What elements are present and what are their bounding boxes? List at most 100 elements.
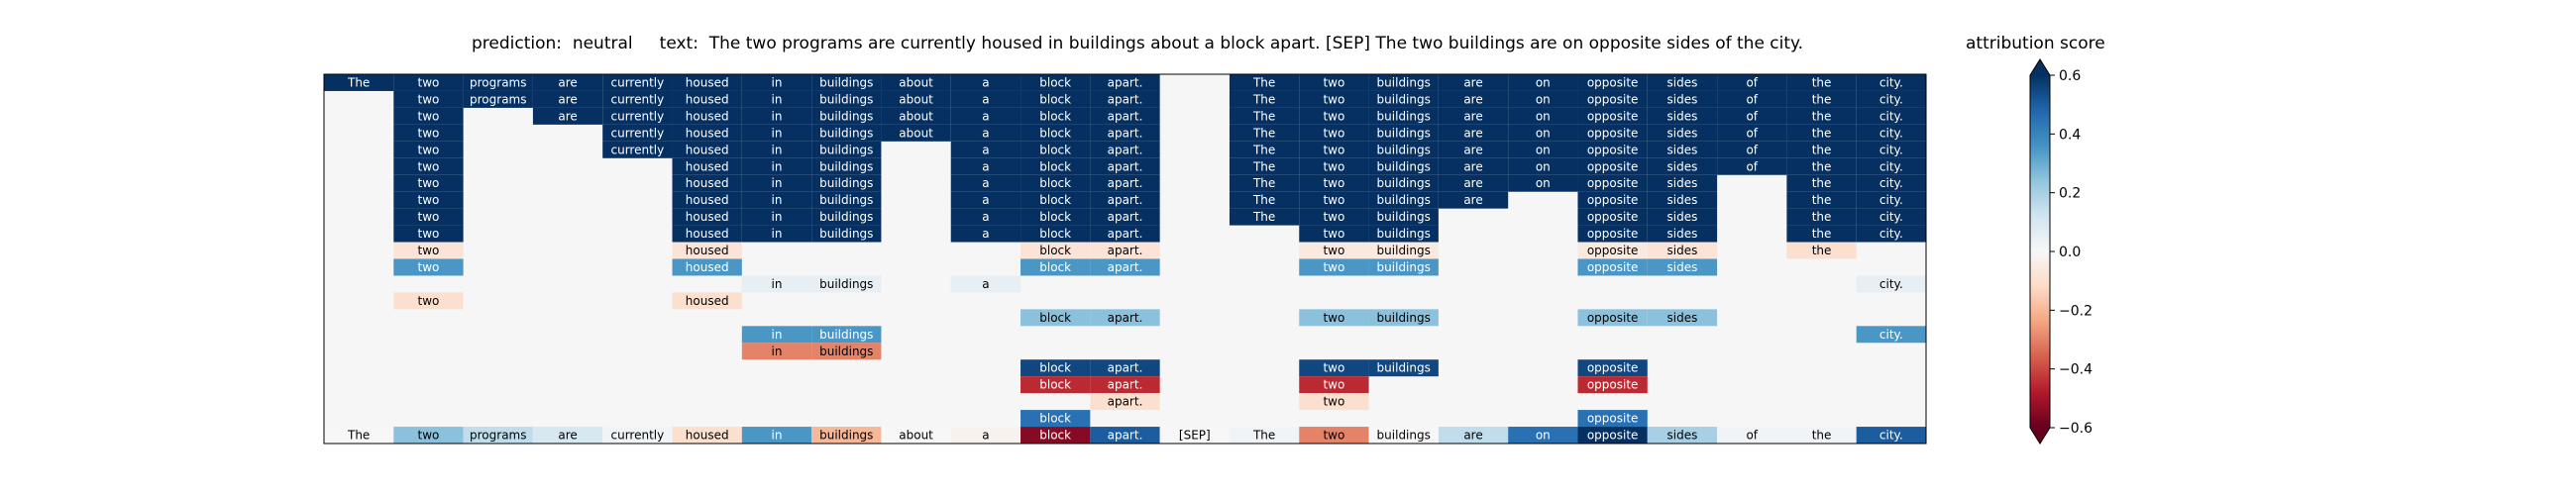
cell-token-label: in <box>772 193 783 207</box>
cell-token-label: apart. <box>1108 109 1143 123</box>
heatmap-cell <box>950 275 1021 293</box>
cell-token-label: two <box>1323 244 1344 257</box>
heatmap-cell <box>1020 309 1091 327</box>
heatmap-cell <box>672 242 742 259</box>
heatmap-cell <box>672 157 742 175</box>
cell-token-label: buildings <box>1377 260 1431 274</box>
heatmap-cell <box>1090 90 1160 108</box>
cell-token-label: two <box>1323 75 1344 89</box>
heatmap-cell <box>1020 90 1091 108</box>
heatmap-cell <box>1577 258 1648 276</box>
heatmap-cell <box>1229 174 1300 192</box>
cell-token-label: buildings <box>1377 109 1431 123</box>
heatmap-cell <box>393 191 464 209</box>
cell-token-label: city. <box>1879 143 1903 156</box>
cell-token-label: two <box>418 126 440 140</box>
cell-token-label: apart. <box>1108 75 1143 89</box>
heatmap-cell <box>393 225 464 243</box>
cell-token-label: opposite <box>1587 244 1639 257</box>
cell-token-label: on <box>1536 126 1551 140</box>
cell-token-label: [SEP] <box>1179 429 1211 443</box>
cell-token-label: The <box>1252 159 1275 173</box>
cell-token-label: in <box>772 159 783 173</box>
heatmap-cell <box>1229 74 1300 91</box>
cell-token-label: city. <box>1879 328 1903 342</box>
colorbar-title: attribution score <box>1966 34 2105 53</box>
heatmap-cell <box>602 427 673 444</box>
cell-token-label: block <box>1039 75 1071 89</box>
cell-token-label: opposite <box>1587 429 1639 443</box>
cell-token-label: buildings <box>1377 311 1431 325</box>
heatmap-cell <box>602 90 673 108</box>
cell-token-label: housed <box>686 176 729 190</box>
heatmap-cell <box>1368 427 1439 444</box>
heatmap-cell <box>1508 90 1578 108</box>
cell-token-label: sides <box>1667 429 1698 443</box>
cell-token-label: two <box>1323 159 1344 173</box>
cell-token-label: two <box>1323 260 1344 274</box>
cell-token-label: two <box>418 260 440 274</box>
heatmap-cell <box>1020 157 1091 175</box>
cell-token-label: buildings <box>819 109 873 123</box>
cell-token-label: the <box>1812 429 1832 443</box>
cell-token-label: two <box>1323 176 1344 190</box>
heatmap-cell <box>1368 258 1439 276</box>
heatmap-cell <box>1438 157 1509 175</box>
colorbar-tick-label: −0.4 <box>2059 362 2093 378</box>
heatmap-cell <box>1438 141 1509 158</box>
heatmap-cell <box>1090 157 1160 175</box>
cell-token-label: in <box>772 126 783 140</box>
heatmap-cell <box>950 427 1021 444</box>
heatmap-cell <box>811 208 882 226</box>
cell-token-label: apart. <box>1108 429 1143 443</box>
cell-token-label: housed <box>686 159 729 173</box>
heatmap-cell <box>1229 124 1300 142</box>
cell-token-label: the <box>1812 143 1832 156</box>
cell-token-label: apart. <box>1108 176 1143 190</box>
heatmap-cell <box>1368 174 1439 192</box>
cell-token-label: buildings <box>1377 126 1431 140</box>
heatmap-cell <box>1577 191 1648 209</box>
heatmap-cell <box>1856 124 1926 142</box>
cell-token-label: opposite <box>1587 176 1639 190</box>
cell-token-label: buildings <box>1377 176 1431 190</box>
cell-token-label: city. <box>1879 210 1903 224</box>
cell-token-label: buildings <box>819 210 873 224</box>
cell-token-label: two <box>418 143 440 156</box>
cell-token-label: two <box>418 294 440 308</box>
heatmap-cell <box>1020 208 1091 226</box>
cell-token-label: in <box>772 328 783 342</box>
heatmap-cell <box>1020 242 1091 259</box>
heatmap-cell <box>1647 427 1718 444</box>
heatmap-cell <box>1856 90 1926 108</box>
cell-token-label: a <box>982 210 989 224</box>
cell-token-label: buildings <box>1377 429 1431 443</box>
heatmap-cell <box>1577 242 1648 259</box>
heatmap-cell <box>741 208 812 226</box>
heatmap-cell <box>1717 124 1787 142</box>
heatmap-cell <box>881 124 951 142</box>
heatmap-cell <box>393 157 464 175</box>
cell-token-label: block <box>1039 429 1071 443</box>
cell-token-label: programs <box>470 429 526 443</box>
cell-token-label: block <box>1039 92 1071 106</box>
cell-token-label: on <box>1536 75 1551 89</box>
heatmap-cell <box>532 74 603 91</box>
cell-token-label: are <box>1463 75 1482 89</box>
cell-token-label: opposite <box>1587 193 1639 207</box>
cell-token-label: in <box>772 75 783 89</box>
cell-token-label: city. <box>1879 92 1903 106</box>
heatmap-cell <box>1368 141 1439 158</box>
cell-token-label: of <box>1746 159 1758 173</box>
heatmap-cell <box>1577 376 1648 394</box>
cell-token-label: in <box>772 109 783 123</box>
cell-token-label: buildings <box>1377 227 1431 241</box>
cell-token-label: apart. <box>1108 210 1143 224</box>
heatmap-cell <box>881 74 951 91</box>
heatmap-cell <box>393 90 464 108</box>
heatmap-cell <box>811 141 882 158</box>
heatmap-cell <box>811 157 882 175</box>
colorbar-tick-label: 0.6 <box>2059 68 2081 84</box>
heatmap-cell <box>672 225 742 243</box>
cell-token-label: city. <box>1879 75 1903 89</box>
